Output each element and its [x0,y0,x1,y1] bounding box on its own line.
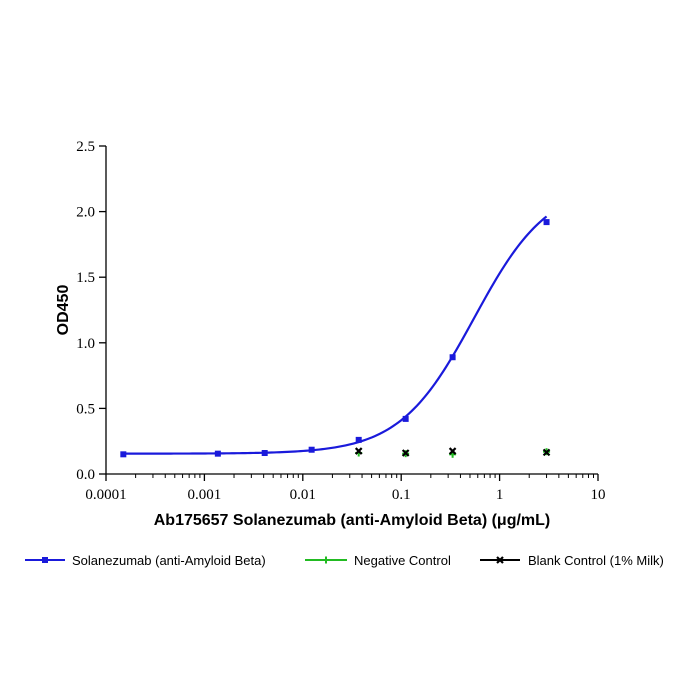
legend-label: Solanezumab (anti-Amyloid Beta) [72,553,266,568]
x-stroke [542,448,551,457]
x-tick-label: 0.1 [392,487,411,503]
fit-curve-solanezumab [123,215,548,455]
ticks [99,145,599,481]
x-tick-label: 10 [591,487,606,503]
x-tick-label: 1 [496,487,504,503]
data-point [308,446,315,453]
tick-labels: 0.0001 0.001 0.01 0.1 1 10 0.0 0.5 1.0 1.5 2.0 2.5 [76,139,605,503]
data-point [402,415,409,422]
data-point [449,354,456,361]
legend: Solanezumab (anti-Amyloid Beta) Negative … [25,553,664,568]
plot-area [120,215,551,458]
x-tick-label: 0.001 [188,487,222,503]
y-tick-label: 1.5 [76,270,95,286]
x-stroke [401,449,410,457]
x-axis-title: Ab175657 Solanezumab (anti-Amyloid Beta)… [154,512,551,529]
legend-label: Blank Control (1% Milk) [528,553,664,568]
legend-item-solanezumab: Solanezumab (anti-Amyloid Beta) [25,553,266,568]
x-stroke [354,447,363,455]
data-point [448,447,457,455]
y-tick-label: 2.0 [76,205,95,221]
data-point [542,448,551,457]
points-solanezumab [120,219,550,458]
legend-marker [496,556,504,564]
legend-label: Negative Control [354,553,451,568]
data-point [261,450,268,457]
y-tick-label: 2.5 [76,139,95,155]
data-point [120,451,127,458]
y-tick-label: 0.5 [76,401,95,417]
legend-marker [322,556,330,564]
data-point [355,436,362,443]
x-stroke [496,556,504,564]
data-point [214,450,221,457]
legend-marker [42,557,48,563]
points-blank-control [354,447,551,457]
x-tick-label: 0.01 [290,487,316,503]
y-tick-label: 1.0 [76,336,95,352]
x-stroke [448,447,457,455]
data-point [543,219,550,226]
y-tick-label: 0.0 [76,467,95,483]
axes [105,146,598,475]
data-point [354,447,363,455]
legend-item-blank-control: Blank Control (1% Milk) [480,553,664,568]
x-tick-label: 0.0001 [85,487,126,503]
data-point [401,449,410,457]
legend-item-negative-control: Negative Control [305,553,451,568]
y-axis-title: OD450 [55,285,72,336]
